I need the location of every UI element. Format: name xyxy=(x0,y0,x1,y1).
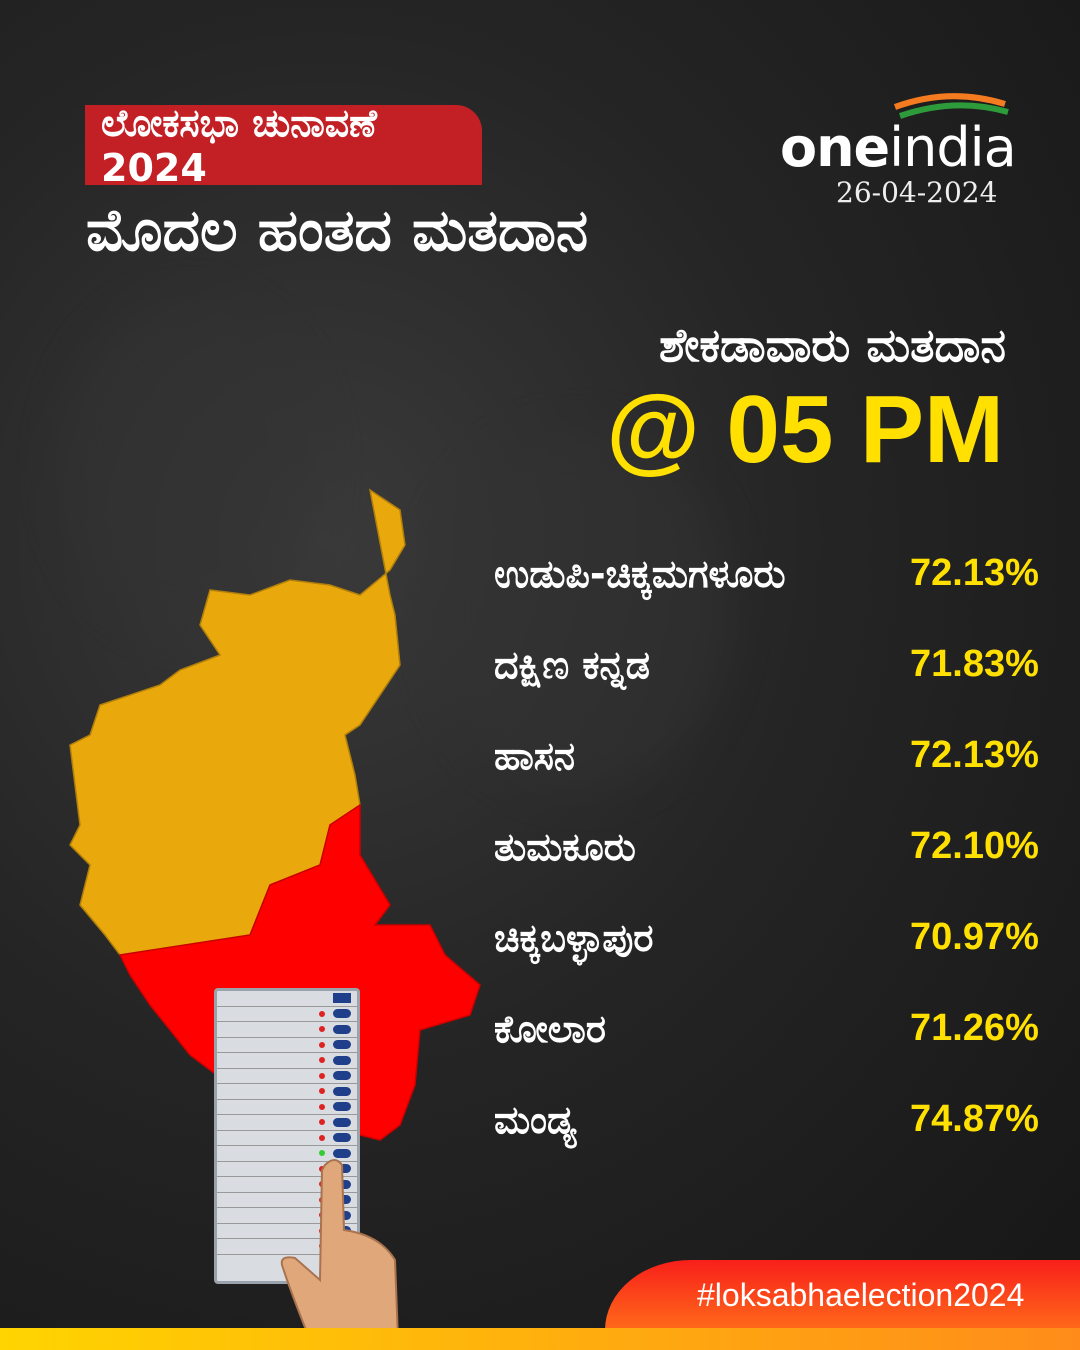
turnout-value: 72.13% xyxy=(910,552,1039,594)
date: 26-04-2024 xyxy=(836,176,998,209)
turnout-label: ಶೇಕಡಾವಾರು ಮತದಾನ xyxy=(659,318,1006,372)
constituency-name: ತುಮಕೂರು xyxy=(494,825,636,869)
list-item: ಚಿಕ್ಕಬಳ್ಳಾಪುರ 70.97% xyxy=(494,916,1054,1007)
turnout-value: 71.26% xyxy=(910,1007,1039,1049)
background-figure xyxy=(430,430,730,790)
turnout-value: 72.13% xyxy=(910,734,1039,776)
hashtag: #loksabhaelection2024 xyxy=(697,1276,1025,1313)
constituency-name: ಹಾಸನ xyxy=(494,734,576,778)
turnout-list: ಉಡುಪಿ-ಚಿಕ್ಕಮಗಳೂರು 72.13% ದಕ್ಷಿಣ ಕನ್ನಡ 71.8… xyxy=(494,552,1054,1189)
voting-finger-icon xyxy=(280,1159,400,1340)
turnout-time: @ 05 PM xyxy=(606,376,1004,483)
list-item: ಮಂಡ್ಯ 74.87% xyxy=(494,1098,1054,1189)
hashtag-banner: #loksabhaelection2024 xyxy=(605,1260,1080,1330)
turnout-value: 70.97% xyxy=(910,916,1039,958)
list-item: ತುಮಕೂರು 72.10% xyxy=(494,825,1054,916)
turnout-value: 72.10% xyxy=(910,825,1039,867)
page-title: ಮೊದಲ ಹಂತದ ಮತದಾನ xyxy=(86,196,589,264)
election-tag: ಲೋಕಸಭಾ ಚುನಾವಣೆ 2024 xyxy=(85,101,482,190)
bottom-stripe xyxy=(0,1328,1080,1350)
constituency-name: ಕೋಲಾರ xyxy=(494,1007,606,1051)
list-item: ಹಾಸನ 72.13% xyxy=(494,734,1054,825)
constituency-name: ಉಡುಪಿ-ಚಿಕ್ಕಮಗಳೂರು xyxy=(494,552,786,596)
turnout-value: 71.83% xyxy=(910,643,1039,685)
oneindia-logo: oneindia xyxy=(780,92,1017,179)
background-figure xyxy=(60,300,320,630)
constituency-name: ಮಂಡ್ಯ xyxy=(494,1098,577,1142)
constituency-name: ಚಿಕ್ಕಬಳ್ಳಾಪುರ xyxy=(494,916,654,960)
list-item: ದಕ್ಷಿಣ ಕನ್ನಡ 71.83% xyxy=(494,643,1054,734)
map-north-region xyxy=(69,488,406,956)
constituency-name: ದಕ್ಷಿಣ ಕನ್ನಡ xyxy=(494,643,650,687)
list-item: ಕೋಲಾರ 71.26% xyxy=(494,1007,1054,1098)
turnout-value: 74.87% xyxy=(910,1098,1039,1140)
list-item: ಉಡುಪಿ-ಚಿಕ್ಕಮಗಳೂರು 72.13% xyxy=(494,552,1054,643)
flag-swoosh-icon xyxy=(893,93,1009,119)
karnataka-map xyxy=(69,488,481,1141)
